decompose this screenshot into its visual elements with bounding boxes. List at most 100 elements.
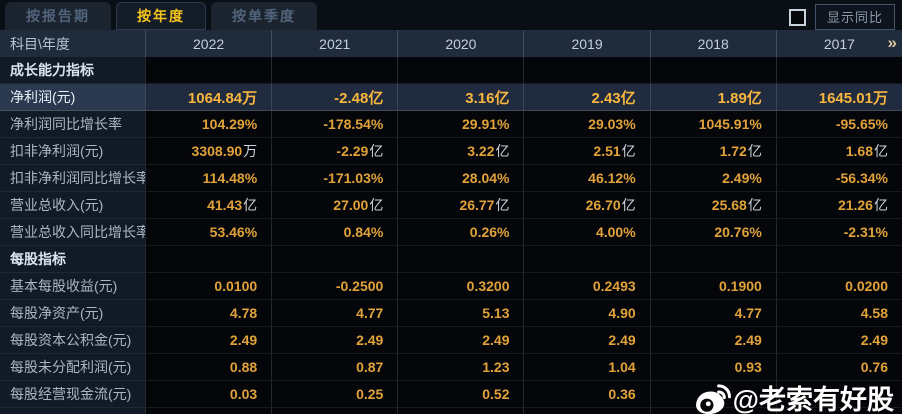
value-cell xyxy=(397,57,524,84)
value-cell: -95.65% xyxy=(775,111,902,138)
financial-table: 科目\年度 2022 2021 2020 2019 2018 2017» 成长能力指标 净利… xyxy=(0,30,902,414)
value-cell: 27.00 亿 xyxy=(271,192,398,219)
value-cell xyxy=(775,57,902,84)
value-cell xyxy=(271,57,398,84)
table-row: 扣非净利润同比增长率 114.48% -171.03% 28.04% 46.12% 2.4… xyxy=(0,165,902,192)
value-cell xyxy=(775,381,902,408)
value-cell: 3308.90 万 xyxy=(145,138,272,165)
value-cell xyxy=(649,381,776,408)
value-cell: 3.22 亿 xyxy=(397,138,524,165)
value-cell: 2.49% xyxy=(649,165,776,192)
value-cell: 2.51 亿 xyxy=(523,138,650,165)
value-cell: -56.34% xyxy=(775,165,902,192)
value-cell xyxy=(271,408,398,414)
year-column-2018: 2018 xyxy=(649,30,776,57)
value-cell: 0.26% xyxy=(397,219,524,246)
value-cell: 2.49 xyxy=(397,327,524,354)
table-row: 净利润(元) 1064.84万 -2.48亿 3.16亿 2.43亿 1.89亿 1645.… xyxy=(0,84,902,111)
year-column-2021: 2021 xyxy=(271,30,397,57)
value-cell: 1.68 亿 xyxy=(775,138,902,165)
value-cell xyxy=(775,246,902,273)
tab-by-report-period[interactable]: 按报告期 xyxy=(5,2,111,30)
value-cell: 53.46% xyxy=(145,219,272,246)
table-row: 营业总收入(元) 41.43 亿 27.00 亿 26.77 亿 26.70 亿 25.68 亿 21… xyxy=(0,192,902,219)
row-label: 扣非净利润同比增长率 xyxy=(0,165,145,192)
row-label: 成长能力指标 xyxy=(0,57,145,84)
value-cell: 1045.91% xyxy=(649,111,776,138)
value-cell: 46.12% xyxy=(523,165,650,192)
value-cell: 1.72 亿 xyxy=(649,138,776,165)
value-cell xyxy=(523,408,650,414)
value-cell: 0.52 xyxy=(397,381,524,408)
row-label: 净利润同比增长率 xyxy=(0,111,145,138)
value-cell: -2.29 亿 xyxy=(271,138,398,165)
value-cell xyxy=(649,57,776,84)
show-yoy-toggle[interactable]: 显示同比 xyxy=(814,4,895,30)
value-cell: 21.26 亿 xyxy=(775,192,902,219)
table-row: 成长能力指标 xyxy=(0,57,902,84)
value-cell: 1064.84万 xyxy=(145,84,272,111)
row-label: 净利润(元) xyxy=(0,84,145,111)
value-cell: 1.89亿 xyxy=(649,84,776,111)
table-row: 每股指标 xyxy=(0,246,902,273)
row-label: 每股未分配利润(元) xyxy=(0,354,145,381)
value-cell: 2.49 xyxy=(271,327,398,354)
row-label: 每股指标 xyxy=(0,246,145,273)
value-cell: 29.03% xyxy=(523,111,650,138)
value-cell: -0.2500 xyxy=(271,273,398,300)
tab-by-quarter[interactable]: 按单季度 xyxy=(211,2,317,30)
value-cell xyxy=(523,246,650,273)
value-cell: 28.04% xyxy=(397,165,524,192)
value-cell: 0.93 xyxy=(649,354,776,381)
period-tabs: 按报告期 按年度 按单季度 显示同比 xyxy=(0,0,902,30)
value-cell: 0.3200 xyxy=(397,273,524,300)
value-cell: 26.70 亿 xyxy=(523,192,650,219)
value-cell: 41.43 亿 xyxy=(145,192,272,219)
tab-by-year[interactable]: 按年度 xyxy=(116,2,206,30)
value-cell xyxy=(397,246,524,273)
value-cell: -2.31% xyxy=(775,219,902,246)
value-cell xyxy=(271,246,398,273)
table-row: 基本每股收益(元) 0.0100 -0.2500 0.3200 0.2493 0.1900… xyxy=(0,273,902,300)
value-cell: 114.48% xyxy=(145,165,272,192)
value-cell xyxy=(775,408,902,414)
value-cell: -178.54% xyxy=(271,111,398,138)
value-cell: 25.68 亿 xyxy=(649,192,776,219)
value-cell xyxy=(145,408,272,414)
value-cell: -171.03% xyxy=(271,165,398,192)
show-yoy-checkbox[interactable] xyxy=(788,8,806,26)
row-label: 营业总收入同比增长率 xyxy=(0,219,145,246)
value-cell: 104.29% xyxy=(145,111,272,138)
row-label: 扣非净利润(元) xyxy=(0,138,145,165)
value-cell: 0.03 xyxy=(145,381,272,408)
value-cell: 0.0200 xyxy=(775,273,902,300)
value-cell: 2.49 xyxy=(775,327,902,354)
value-cell: 5.13 xyxy=(397,300,524,327)
value-cell: 4.78 xyxy=(145,300,272,327)
value-cell: 0.0100 xyxy=(145,273,272,300)
year-column-2017: 2017 xyxy=(775,30,902,57)
corner-header: 科目\年度 xyxy=(10,35,70,52)
value-cell: 29.91% xyxy=(397,111,524,138)
value-cell xyxy=(649,246,776,273)
value-cell: 1.04 xyxy=(523,354,650,381)
value-cell: 0.84% xyxy=(271,219,398,246)
table-row: 扣非净利润(元) 3308.90 万 -2.29 亿 3.22 亿 2.51 亿 1.72 亿 1.6… xyxy=(0,138,902,165)
value-cell: 0.76 xyxy=(775,354,902,381)
value-cell: 0.1900 xyxy=(649,273,776,300)
value-cell xyxy=(145,246,272,273)
more-years-icon[interactable]: » xyxy=(887,33,897,52)
value-cell: 4.77 xyxy=(649,300,776,327)
value-cell: 0.25 xyxy=(271,381,398,408)
row-label: 每股净资产(元) xyxy=(0,300,145,327)
table-row: 每股未分配利润(元) 0.88 0.87 1.23 1.04 0.93 0.76 xyxy=(0,354,902,381)
table-row: 净利润同比增长率 104.29% -178.54% 29.91% 29.03% 1045.… xyxy=(0,111,902,138)
value-cell: 2.43亿 xyxy=(523,84,650,111)
year-column-2022: 2022 xyxy=(145,30,271,57)
value-cell xyxy=(397,408,524,414)
value-cell: 0.2493 xyxy=(523,273,650,300)
row-label: 每股经营现金流(元) xyxy=(0,381,145,408)
value-cell: 0.87 xyxy=(271,354,398,381)
value-cell xyxy=(523,57,650,84)
